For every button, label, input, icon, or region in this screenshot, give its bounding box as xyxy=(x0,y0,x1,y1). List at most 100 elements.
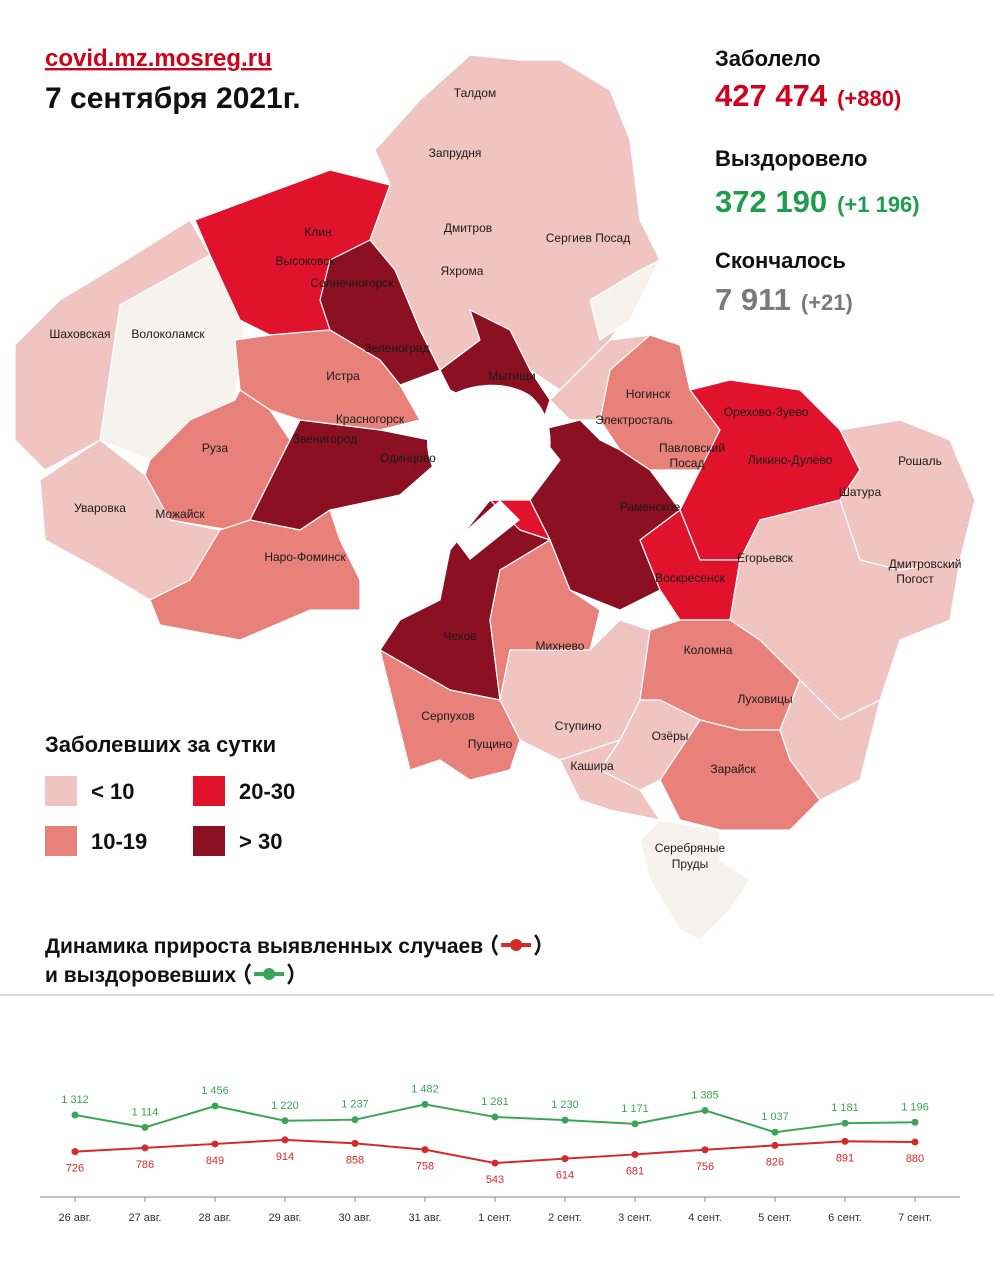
x-tick-label: 6 сент. xyxy=(828,1212,862,1224)
data-label: 681 xyxy=(626,1165,644,1177)
data-point xyxy=(561,1116,569,1124)
x-tick-label: 7 сент. xyxy=(898,1212,932,1224)
stat-delta: (+21) xyxy=(801,290,853,315)
source-link: covid.mz.mosreg.ru xyxy=(45,45,272,72)
map-label: Уваровка xyxy=(74,501,126,515)
data-point xyxy=(561,1155,569,1163)
data-point xyxy=(71,1111,79,1119)
map-label: Клин xyxy=(304,225,331,239)
region xyxy=(149,509,361,641)
data-label: 1 385 xyxy=(691,1089,719,1101)
stat-delta: (+1 196) xyxy=(837,192,920,217)
map-label: Мытищи xyxy=(488,369,535,383)
map-label: Рошаль xyxy=(898,454,942,468)
data-label: 914 xyxy=(276,1151,294,1163)
map-label: Озёры xyxy=(652,729,689,743)
map-label: Дмитров xyxy=(444,221,492,235)
legend-label: 10-19 xyxy=(91,829,147,854)
legend-icon xyxy=(244,963,294,985)
data-label: 756 xyxy=(696,1161,714,1173)
map-label: Раменское xyxy=(620,500,681,514)
data-point xyxy=(281,1136,289,1144)
map-label: Ступино xyxy=(555,719,602,733)
data-point xyxy=(841,1119,849,1127)
legend-label: < 10 xyxy=(91,779,134,804)
x-tick-label: 3 сент. xyxy=(618,1212,652,1224)
data-point xyxy=(911,1138,919,1146)
map-label: Серпухов xyxy=(421,709,474,723)
legend-dot xyxy=(510,939,523,951)
data-label: 1 171 xyxy=(621,1103,649,1115)
data-label: 1 312 xyxy=(61,1094,89,1106)
data-label: 1 196 xyxy=(901,1101,929,1113)
map-label: Наро-Фоминск xyxy=(264,550,346,564)
map-label: Шатура xyxy=(839,485,882,499)
data-label: 826 xyxy=(766,1156,784,1168)
stat-label: Выздоровело xyxy=(715,146,868,171)
data-point xyxy=(701,1146,709,1154)
map-label: Талдом xyxy=(454,86,496,100)
data-point xyxy=(141,1144,149,1152)
data-point xyxy=(351,1139,359,1147)
x-tick-label: 1 сент. xyxy=(478,1212,512,1224)
data-point xyxy=(701,1106,709,1114)
data-label: 1 220 xyxy=(271,1100,299,1112)
map-label: Пущино xyxy=(468,737,513,751)
map-label: Павловский xyxy=(659,441,725,455)
map-label: Звенигород xyxy=(293,432,357,446)
map-label: Истра xyxy=(326,369,360,383)
map-label: Дмитровский xyxy=(889,557,962,571)
data-label: 849 xyxy=(206,1155,224,1167)
map-label: Красногорск xyxy=(336,412,405,426)
data-point xyxy=(631,1150,639,1158)
x-tick-label: 29 авг. xyxy=(269,1212,302,1224)
map-label: Коломна xyxy=(684,643,733,657)
legend-dot xyxy=(263,968,276,980)
data-label: 726 xyxy=(66,1163,84,1175)
region xyxy=(659,719,821,831)
map-label: Погост xyxy=(896,572,934,586)
map-label: Одинцово xyxy=(380,451,436,465)
map-label: Серебряные xyxy=(655,841,726,855)
region xyxy=(319,239,441,386)
paren xyxy=(244,963,252,985)
data-label: 1 181 xyxy=(831,1102,859,1114)
data-label: 543 xyxy=(486,1174,504,1186)
chart-title: и выздоровевших xyxy=(45,964,236,987)
map-label: Можайск xyxy=(155,507,205,521)
map-label: Электросталь xyxy=(595,413,672,427)
map-label: Высоковск xyxy=(276,254,336,268)
map-label: Посад xyxy=(670,456,705,470)
data-point xyxy=(841,1137,849,1145)
map-label: Зеленоград xyxy=(364,341,429,355)
map-label: Солнечногорск xyxy=(310,276,394,290)
region xyxy=(379,649,521,781)
legend-swatch xyxy=(45,776,77,806)
data-label: 880 xyxy=(906,1153,924,1165)
legend-swatch xyxy=(45,826,77,856)
data-label: 1 281 xyxy=(481,1096,509,1108)
legend-label: > 30 xyxy=(239,829,282,854)
data-point xyxy=(771,1141,779,1149)
data-label: 1 482 xyxy=(411,1083,439,1095)
stat-value: 7 911 xyxy=(715,282,791,317)
map-label: Луховицы xyxy=(737,692,792,706)
data-label: 1 114 xyxy=(132,1106,159,1118)
chart-title: Динамика прироста выявленных случаев xyxy=(45,935,483,958)
map-label: Пруды xyxy=(672,857,708,871)
data-point xyxy=(771,1128,779,1136)
map-label: Яхрома xyxy=(441,264,484,278)
data-point xyxy=(491,1159,499,1167)
map-label: Волоколамск xyxy=(131,327,205,341)
x-tick-label: 31 авг. xyxy=(409,1212,442,1224)
legend-icon xyxy=(491,934,541,956)
stat-delta: (+880) xyxy=(837,86,901,111)
map: Талдом Запрудня Дмитров Яхрома Сергиев Посад… xyxy=(14,54,976,941)
data-point xyxy=(421,1100,429,1108)
map-label: Запрудня xyxy=(429,146,482,160)
data-label: 1 456 xyxy=(201,1085,229,1097)
data-label: 614 xyxy=(556,1170,574,1182)
data-label: 1 230 xyxy=(551,1099,579,1111)
x-tick-label: 5 сент. xyxy=(758,1212,792,1224)
